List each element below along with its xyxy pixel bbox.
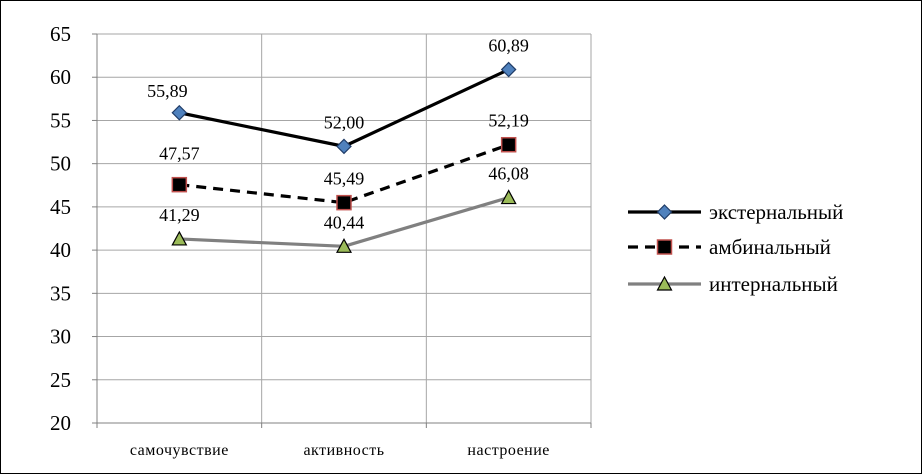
x-tick-label: самочувствие	[130, 442, 229, 459]
y-tick-label: 65	[50, 22, 71, 46]
data-label: 55,89	[147, 81, 188, 101]
data-label: 52,00	[324, 112, 365, 132]
y-tick-label: 50	[50, 152, 71, 176]
y-tick-label: 30	[50, 325, 71, 349]
data-label: 45,49	[324, 169, 365, 189]
legend-marker	[656, 204, 673, 220]
y-tick-label: 35	[50, 281, 71, 305]
data-point	[336, 138, 352, 155]
series-line-2	[179, 143, 510, 205]
data-label: 52,19	[488, 111, 529, 131]
x-tick-label: активность	[303, 442, 384, 459]
y-tick-label: 40	[50, 238, 71, 262]
data-label: 46,08	[488, 164, 529, 184]
data-point	[336, 194, 352, 211]
data-label: 41,29	[159, 205, 200, 225]
data-label: 40,44	[324, 212, 365, 232]
y-tick-label: 45	[50, 195, 71, 219]
legend-marker	[656, 239, 673, 255]
x-tick-label: настроение	[467, 442, 549, 459]
data-label: 60,89	[488, 36, 529, 56]
y-tick-label: 60	[50, 65, 71, 89]
y-tick-label: 25	[50, 368, 71, 392]
legend-label: интернальный	[709, 272, 838, 296]
legend-label: амбинальный	[709, 235, 831, 259]
data-point	[171, 104, 188, 121]
data-label: 47,57	[159, 144, 200, 164]
y-tick-label: 55	[50, 108, 71, 132]
legend-marker	[656, 275, 673, 291]
data-point	[500, 189, 517, 205]
data-point	[500, 61, 517, 78]
legend-label: экстернальный	[709, 200, 843, 224]
data-point	[500, 136, 517, 153]
data-point	[171, 230, 188, 246]
series-line-1	[179, 68, 510, 148]
data-point	[335, 238, 353, 253]
data-point	[171, 176, 188, 193]
y-tick-label: 20	[50, 411, 71, 435]
